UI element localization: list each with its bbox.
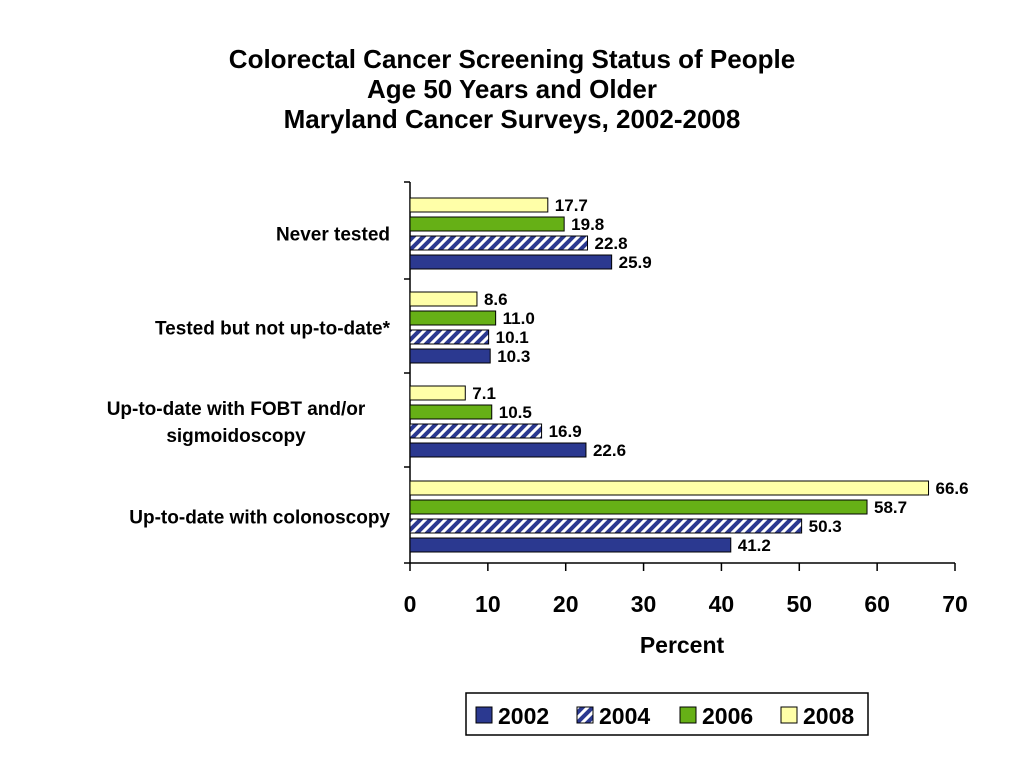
- data-label-2008: 8.6: [484, 290, 508, 309]
- chart-title-line-2: Age 50 Years and Older: [367, 74, 657, 104]
- legend-label-2004: 2004: [599, 703, 650, 729]
- x-axis-title: Percent: [640, 632, 725, 658]
- legend-label-2002: 2002: [498, 703, 549, 729]
- bar-2006[interactable]: [409, 499, 868, 515]
- bar-2004[interactable]: [409, 423, 543, 439]
- category-label: Up-to-date with FOBT and/or: [107, 399, 366, 420]
- bar-2004[interactable]: [409, 329, 490, 345]
- data-label-2006: 58.7: [874, 498, 907, 517]
- data-label-2008: 17.7: [555, 196, 588, 215]
- x-tick-label: 60: [864, 591, 890, 617]
- chart-title-line-1: Colorectal Cancer Screening Status of Pe…: [228, 44, 796, 74]
- x-tick-label: 10: [475, 591, 501, 617]
- x-tick-label: 30: [631, 591, 657, 617]
- category-label: Tested but not up-to-date*: [155, 319, 391, 340]
- bar-2002[interactable]: [409, 537, 732, 553]
- bar-2008[interactable]: [409, 385, 466, 401]
- bar-2006[interactable]: [409, 310, 497, 326]
- category-label: Up-to-date with colonoscopy: [129, 508, 390, 529]
- data-label-2004: 50.3: [809, 517, 842, 536]
- data-label-2002: 25.9: [619, 253, 652, 272]
- data-label-2002: 10.3: [497, 347, 530, 366]
- legend-swatch-2008: [780, 706, 798, 724]
- bar-2008[interactable]: [409, 480, 930, 496]
- legend-label-2008: 2008: [803, 703, 854, 729]
- data-label-2008: 66.6: [936, 479, 969, 498]
- chart-title-line-3: Maryland Cancer Surveys, 2002-2008: [283, 104, 741, 134]
- legend-box: [465, 692, 869, 736]
- data-label-2004: 16.9: [549, 422, 582, 441]
- data-label-2006: 10.5: [499, 403, 532, 422]
- data-label-2008: 7.1: [472, 384, 496, 403]
- category-label: Never tested: [276, 225, 390, 246]
- bar-2004[interactable]: [409, 235, 589, 251]
- bar-2006[interactable]: [409, 404, 493, 420]
- legend-swatch-2006: [679, 706, 697, 724]
- bar-2006[interactable]: [409, 216, 565, 232]
- x-tick-label: 50: [786, 591, 812, 617]
- data-label-2004: 22.8: [595, 234, 628, 253]
- bar-2008[interactable]: [409, 291, 478, 307]
- data-label-2002: 41.2: [738, 536, 771, 555]
- data-label-2002: 22.6: [593, 441, 626, 460]
- category-label: sigmoidoscopy: [166, 426, 306, 447]
- bar-2002[interactable]: [409, 254, 613, 270]
- bar-2008[interactable]: [409, 197, 549, 213]
- legend-swatch-2002: [475, 706, 493, 724]
- data-label-2006: 11.0: [503, 309, 535, 328]
- legend-label-2006: 2006: [702, 703, 753, 729]
- bar-2002[interactable]: [409, 442, 587, 458]
- data-label-2006: 19.8: [571, 215, 604, 234]
- x-tick-label: 40: [709, 591, 735, 617]
- chart-title: Colorectal Cancer Screening Status of Pe…: [0, 44, 1024, 134]
- x-tick-label: 20: [553, 591, 579, 617]
- x-tick-label: 70: [942, 591, 968, 617]
- plot-area: 0 10 20 30 40 50 60 70 Percent 17.719.822.825.9 Ne…: [107, 181, 969, 736]
- legend-swatch-2004: [576, 706, 594, 724]
- bar-2002[interactable]: [409, 348, 491, 364]
- x-tick-label: 0: [404, 591, 417, 617]
- data-label-2004: 10.1: [496, 328, 529, 347]
- bar-2004[interactable]: [409, 518, 803, 534]
